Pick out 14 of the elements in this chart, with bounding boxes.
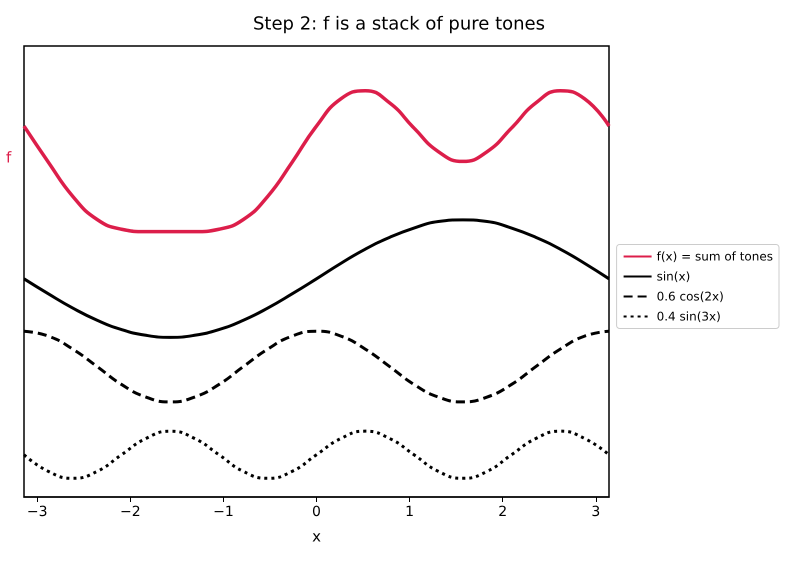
x-tick-label: 1: [405, 504, 414, 520]
legend-label: 0.4 sin(3x): [656, 310, 721, 324]
x-tick-label: −2: [120, 504, 141, 520]
legend-label: f(x) = sum of tones: [656, 250, 774, 264]
chart-title: Step 2: f is a stack of pure tones: [253, 14, 545, 34]
x-tick-label: 3: [591, 504, 600, 520]
text: f: [6, 148, 12, 166]
legend-label: 0.6 cos(2x): [656, 290, 724, 304]
x-tick-label: −1: [213, 504, 234, 520]
x-tick-label: −3: [26, 504, 48, 520]
x-axis-title: x: [312, 528, 322, 546]
legend-label: sin(x): [656, 270, 690, 284]
x-tick-label: 2: [498, 504, 508, 520]
x-tick-label: 0: [312, 504, 321, 520]
